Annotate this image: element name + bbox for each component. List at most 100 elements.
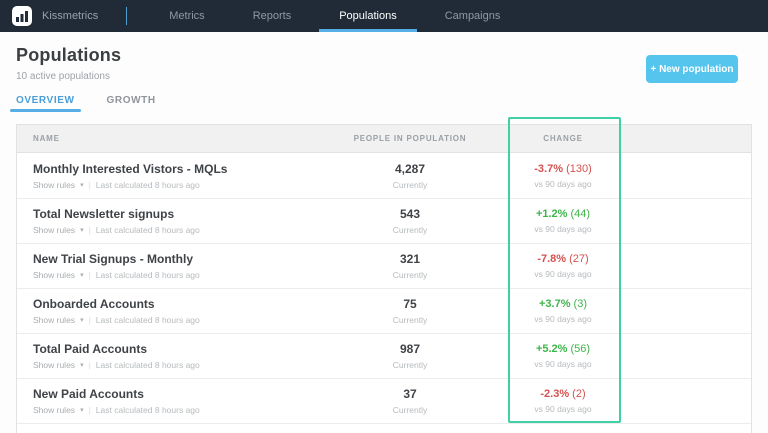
change-note: vs 90 days ago — [534, 269, 592, 279]
meta-divider: | — [88, 179, 91, 190]
population-count: 321 — [399, 252, 421, 266]
last-calculated-text: Last calculated 8 hours ago — [95, 179, 200, 190]
population-count: 4,287 — [394, 161, 426, 176]
name-cell: New Paid Accounts Show rules ▾ | Last ca… — [17, 387, 315, 415]
change-percent: -2.3% — [540, 388, 570, 400]
population-name[interactable]: New Paid Accounts — [33, 387, 144, 401]
change-value: -3.7% (130) — [505, 163, 621, 175]
change-note: vs 90 days ago — [534, 178, 592, 189]
population-count: 75 — [403, 297, 417, 311]
change-cell: +3.7% (3) vs 90 days ago — [505, 298, 621, 324]
top-navbar: Kissmetrics Metrics Reports Populations … — [0, 0, 768, 32]
nav-item-populations[interactable]: Populations — [315, 0, 421, 32]
show-rules-dropdown[interactable]: Show rules — [33, 270, 76, 280]
change-value: -2.3% (2) — [505, 388, 621, 400]
table-row: Monthly Interested Vistors - MQLs Show r… — [17, 153, 751, 198]
chevron-down-icon[interactable]: ▾ — [80, 272, 84, 279]
brand-label: Kissmetrics — [42, 10, 99, 22]
table-body: Monthly Interested Vistors - MQLs Show r… — [17, 153, 751, 433]
change-note: vs 90 days ago — [534, 314, 592, 324]
row-meta: Show rules ▾ | Last calculated 8 hours a… — [33, 360, 315, 370]
last-calculated-text: Last calculated 8 hours ago — [95, 405, 200, 415]
chevron-down-icon[interactable]: ▾ — [80, 362, 84, 369]
nav-item-campaigns[interactable]: Campaigns — [444, 10, 501, 22]
count-label: Currently — [392, 360, 428, 370]
tab-overview[interactable]: OVERVIEW — [10, 95, 81, 112]
table-row: Upgrades - Monthly Show rules ▾ | Last c… — [17, 423, 751, 433]
nav-items: Metrics Reports Populations Campaigns — [145, 0, 524, 32]
change-percent: -3.7% — [534, 162, 563, 175]
meta-divider: | — [88, 225, 91, 235]
chevron-down-icon[interactable]: ▾ — [80, 317, 84, 324]
show-rules-dropdown[interactable]: Show rules — [33, 360, 76, 370]
populations-table: NAME PEOPLE IN POPULATION CHANGE Monthly… — [16, 124, 752, 433]
meta-divider: | — [88, 360, 91, 370]
last-calculated-text: Last calculated 8 hours ago — [95, 270, 200, 280]
last-calculated-text: Last calculated 8 hours ago — [95, 315, 200, 325]
meta-divider: | — [88, 405, 91, 415]
nav-item-metrics[interactable]: Metrics — [169, 10, 205, 22]
change-cell: -2.3% (2) vs 90 days ago — [505, 388, 621, 414]
name-cell: Monthly Interested Vistors - MQLs Show r… — [17, 162, 315, 190]
new-population-button[interactable]: + New population — [646, 55, 738, 83]
tab-growth[interactable]: GROWTH — [106, 95, 156, 106]
kissmetrics-logo-icon — [12, 6, 32, 26]
change-percent: -7.8% — [537, 253, 567, 265]
population-count: 543 — [399, 207, 421, 221]
change-cell: +5.2% (56) vs 90 days ago — [505, 343, 621, 369]
people-cell: 4,287 Currently — [315, 162, 505, 190]
show-rules-dropdown[interactable]: Show rules — [33, 405, 76, 415]
name-cell: New Trial Signups - Monthly Show rules ▾… — [17, 252, 315, 280]
change-note: vs 90 days ago — [534, 404, 592, 414]
last-calculated-text: Last calculated 8 hours ago — [95, 360, 200, 370]
chevron-down-icon[interactable]: ▾ — [80, 181, 84, 189]
change-note: vs 90 days ago — [534, 359, 592, 369]
meta-divider: | — [88, 270, 91, 280]
people-cell: 543 Currently — [315, 207, 505, 235]
chevron-down-icon[interactable]: ▾ — [80, 407, 84, 414]
people-cell: 321 Currently — [315, 252, 505, 280]
show-rules-dropdown[interactable]: Show rules — [33, 315, 76, 325]
change-percent: +5.2% — [535, 343, 568, 355]
people-cell: 75 Currently — [315, 297, 505, 325]
change-cell: +1.2% (44) vs 90 days ago — [505, 208, 621, 234]
population-name[interactable]: Monthly Interested Vistors - MQLs — [33, 161, 228, 176]
population-name[interactable]: Total Paid Accounts — [33, 342, 148, 356]
population-name[interactable]: New Trial Signups - Monthly — [33, 252, 194, 266]
count-label: Currently — [392, 270, 428, 280]
change-count: (3) — [573, 298, 587, 310]
count-label: Currently — [392, 315, 428, 325]
change-cell: -7.8% (27) vs 90 days ago — [505, 253, 621, 279]
page-title: Populations — [16, 45, 122, 65]
name-cell: Onboarded Accounts Show rules ▾ | Last c… — [17, 297, 315, 325]
change-count: (27) — [569, 253, 589, 265]
chevron-down-icon[interactable]: ▾ — [80, 227, 84, 234]
population-count: 987 — [399, 342, 421, 356]
row-meta: Show rules ▾ | Last calculated 8 hours a… — [33, 270, 315, 280]
show-rules-dropdown[interactable]: Show rules — [33, 225, 76, 235]
change-count: (130) — [566, 162, 592, 175]
row-meta: Show rules ▾ | Last calculated 8 hours a… — [33, 225, 315, 235]
table-row: Total Paid Accounts Show rules ▾ | Last … — [17, 333, 751, 378]
table-header-row: NAME PEOPLE IN POPULATION CHANGE — [17, 125, 751, 153]
meta-divider: | — [88, 315, 91, 325]
row-meta: Show rules ▾ | Last calculated 8 hours a… — [33, 180, 315, 190]
population-name[interactable]: Total Newsletter signups — [33, 207, 175, 221]
change-count: (2) — [572, 388, 586, 400]
row-meta: Show rules ▾ | Last calculated 8 hours a… — [33, 315, 315, 325]
last-calculated-text: Last calculated 8 hours ago — [95, 225, 200, 235]
change-cell: -3.7% (130) vs 90 days ago — [505, 163, 621, 189]
page-subtitle: 10 active populations — [16, 71, 110, 82]
show-rules-dropdown[interactable]: Show rules — [33, 179, 76, 190]
table-row: Onboarded Accounts Show rules ▾ | Last c… — [17, 288, 751, 333]
brand[interactable]: Kissmetrics — [12, 6, 98, 26]
change-percent: +1.2% — [535, 208, 568, 220]
count-label: Currently — [392, 225, 428, 235]
name-cell: Total Paid Accounts Show rules ▾ | Last … — [17, 342, 315, 370]
nav-item-reports[interactable]: Reports — [252, 10, 292, 22]
row-meta: Show rules ▾ | Last calculated 8 hours a… — [33, 405, 315, 415]
table-row: New Trial Signups - Monthly Show rules ▾… — [17, 243, 751, 288]
nav-divider — [126, 7, 128, 25]
population-name[interactable]: Onboarded Accounts — [33, 297, 155, 311]
change-value: +5.2% (56) — [505, 343, 621, 355]
